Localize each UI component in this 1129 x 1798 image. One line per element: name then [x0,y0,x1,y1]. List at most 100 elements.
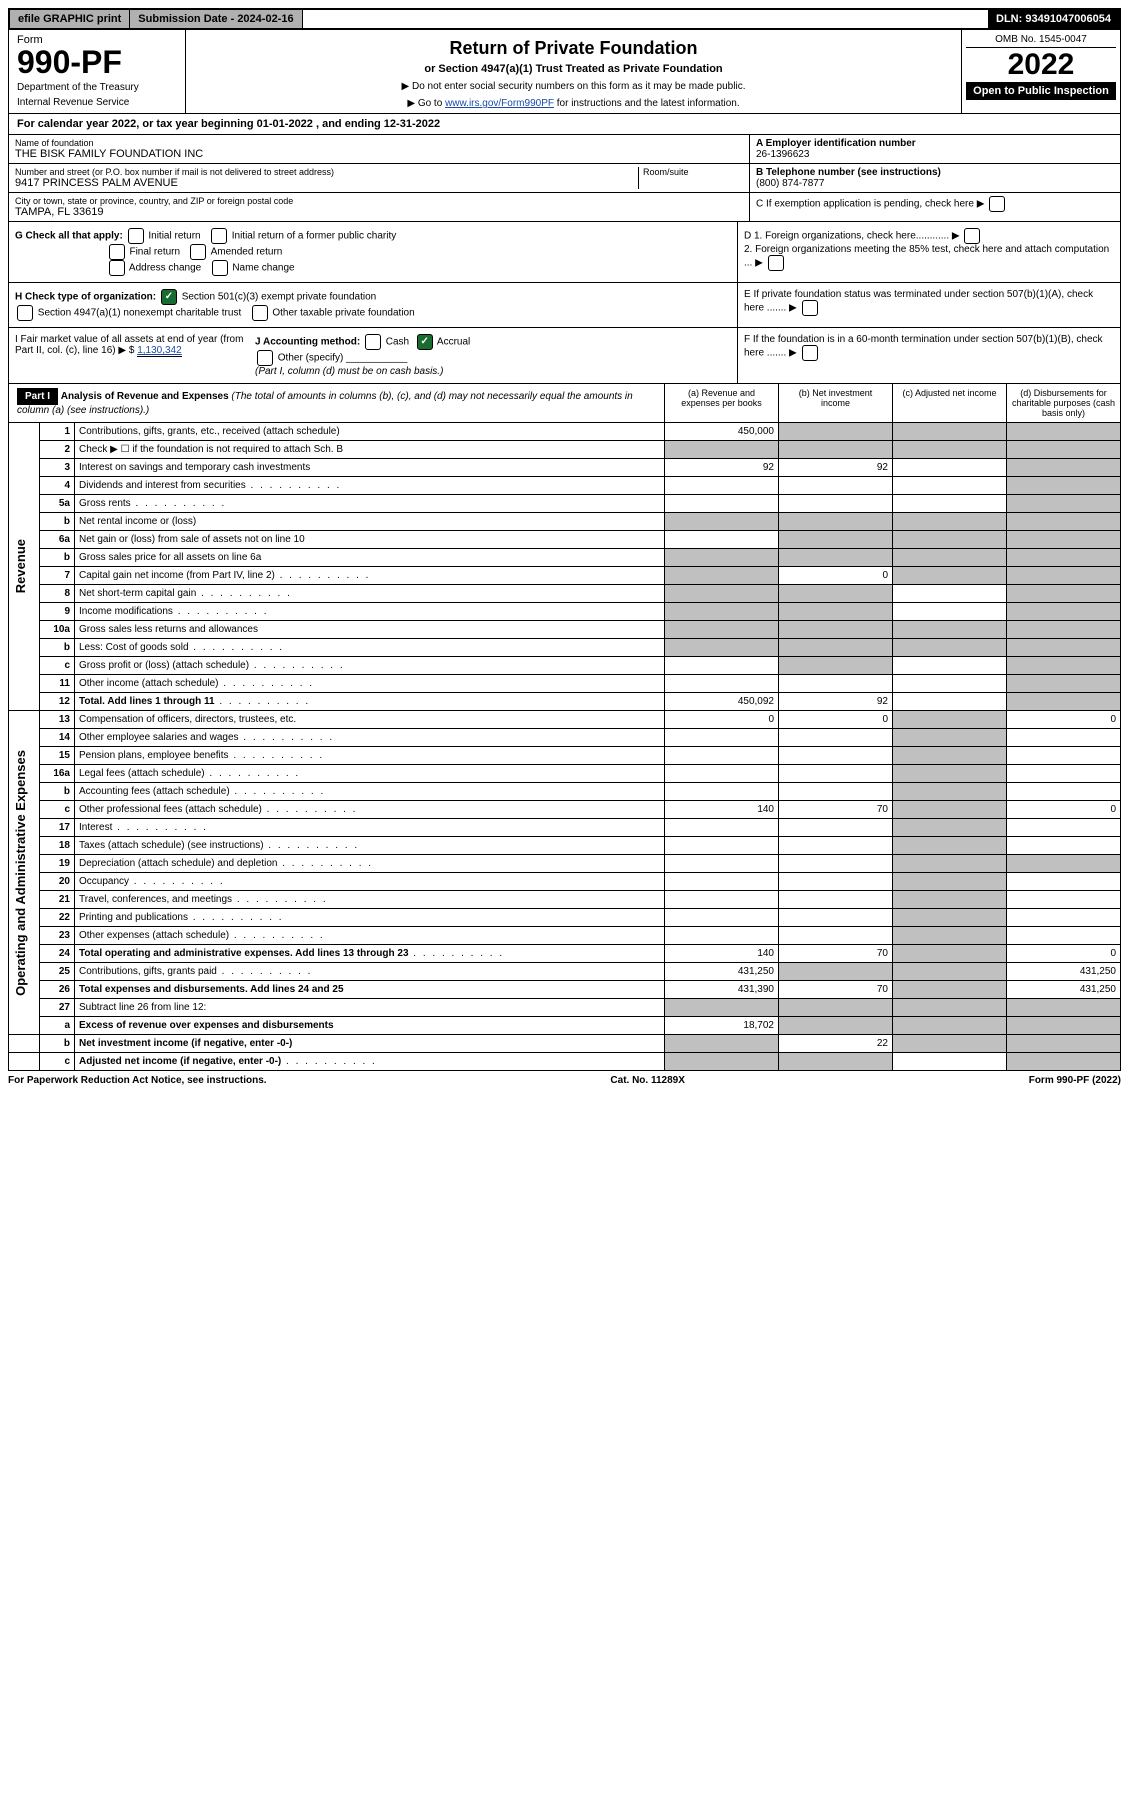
top-bar: efile GRAPHIC print Submission Date - 20… [8,8,1121,30]
irs-link[interactable]: www.irs.gov/Form990PF [445,98,554,109]
j-label: J Accounting method: [255,337,360,348]
col-a-header: (a) Revenue and expenses per books [664,384,778,422]
row-27: Subtract line 26 from line 12: [75,999,665,1017]
form-number: 990-PF [17,46,177,78]
room-label: Room/suite [643,167,743,177]
part1-header: Part I Analysis of Revenue and Expenses … [8,384,1121,423]
paperwork-notice: For Paperwork Reduction Act Notice, see … [8,1075,267,1086]
ein-value: 26-1396623 [756,149,1114,160]
row-14: Other employee salaries and wages [75,729,665,747]
row-15: Pension plans, employee benefits [75,747,665,765]
d2-checkbox[interactable] [768,255,784,271]
row-6b: Gross sales price for all assets on line… [75,549,665,567]
row-23: Other expenses (attach schedule) [75,927,665,945]
g-addrchg-checkbox[interactable] [109,260,125,276]
col-d-header: (d) Disbursements for charitable purpose… [1006,384,1120,422]
open-public: Open to Public Inspection [966,82,1116,100]
row-24: Total operating and administrative expen… [75,945,665,963]
g-amended-checkbox[interactable] [190,244,206,260]
row-10a: Gross sales less returns and allowances [75,621,665,639]
row-18: Taxes (attach schedule) (see instruction… [75,837,665,855]
e-checkbox[interactable] [802,300,818,316]
tax-year: 2022 [966,48,1116,82]
row-17: Interest [75,819,665,837]
h-other-checkbox[interactable] [252,305,268,321]
row-16a: Legal fees (attach schedule) [75,765,665,783]
col-b-header: (b) Net investment income [778,384,892,422]
row-20: Occupancy [75,873,665,891]
fmv-link[interactable]: 1,130,342 [137,345,182,357]
part1-table: Revenue 1Contributions, gifts, grants, e… [8,423,1121,1071]
expenses-label: Operating and Administrative Expenses [13,750,28,996]
part1-title: Analysis of Revenue and Expenses [61,391,229,402]
e-label: E If private foundation status was termi… [744,289,1093,314]
goto-note: ▶ Go to www.irs.gov/Form990PF for instru… [194,98,953,109]
entity-info: Name of foundation THE BISK FAMILY FOUND… [8,135,1121,222]
g-final-checkbox[interactable] [109,244,125,260]
row-9: Income modifications [75,603,665,621]
tel-label: B Telephone number (see instructions) [756,167,1114,178]
row-27b: Net investment income (if negative, ente… [75,1035,665,1053]
form-title: Return of Private Foundation [194,38,953,59]
addr-label: Number and street (or P.O. box number if… [15,167,638,177]
col-c-header: (c) Adjusted net income [892,384,1006,422]
row-26: Total expenses and disbursements. Add li… [75,981,665,999]
g-label: G Check all that apply: [15,231,123,242]
row-5a: Gross rents [75,495,665,513]
row-12: Total. Add lines 1 through 11 [75,693,665,711]
irs-label: Internal Revenue Service [17,97,177,108]
section-i-j-f: I Fair market value of all assets at end… [8,328,1121,384]
row-22: Printing and publications [75,909,665,927]
row-27a: Excess of revenue over expenses and disb… [75,1017,665,1035]
omb-number: OMB No. 1545-0047 [966,34,1116,48]
row-4: Dividends and interest from securities [75,477,665,495]
form-ref: Form 990-PF (2022) [1029,1075,1121,1086]
row-10c: Gross profit or (loss) (attach schedule) [75,657,665,675]
row-3: Interest on savings and temporary cash i… [75,459,665,477]
row-5b: Net rental income or (loss) [75,513,665,531]
section-g-d: G Check all that apply: Initial return I… [8,222,1121,283]
city-label: City or town, state or province, country… [15,196,743,206]
j-note: (Part I, column (d) must be on cash basi… [255,366,443,377]
ein-label: A Employer identification number [756,138,1114,149]
ssn-note: ▶ Do not enter social security numbers o… [194,81,953,92]
row-1: Contributions, gifts, grants, etc., rece… [75,423,665,441]
g-initial-checkbox[interactable] [128,228,144,244]
row-10b: Less: Cost of goods sold [75,639,665,657]
row-13: Compensation of officers, directors, tru… [75,711,665,729]
j-other-checkbox[interactable] [257,350,273,366]
row-2: Check ▶ ☐ if the foundation is not requi… [75,441,665,459]
calendar-year: For calendar year 2022, or tax year begi… [8,114,1121,135]
j-accrual-checkbox[interactable] [417,334,433,350]
form-header: Form 990-PF Department of the Treasury I… [8,30,1121,114]
row-25: Contributions, gifts, grants paid [75,963,665,981]
d2-label: 2. Foreign organizations meeting the 85%… [744,244,1109,269]
h-4947-checkbox[interactable] [17,305,33,321]
row-16c: Other professional fees (attach schedule… [75,801,665,819]
row-19: Depreciation (attach schedule) and deple… [75,855,665,873]
cat-number: Cat. No. 11289X [610,1075,684,1086]
submission-date: Submission Date - 2024-02-16 [130,10,302,28]
f-checkbox[interactable] [802,345,818,361]
c-checkbox[interactable] [989,196,1005,212]
h-501c3-checkbox[interactable] [161,289,177,305]
h-label: H Check type of organization: [15,292,156,303]
page-footer: For Paperwork Reduction Act Notice, see … [8,1071,1121,1090]
d1-checkbox[interactable] [964,228,980,244]
foundation-name: THE BISK FAMILY FOUNDATION INC [15,148,743,160]
row-6a: Net gain or (loss) from sale of assets n… [75,531,665,549]
row-27c: Adjusted net income (if negative, enter … [75,1053,665,1071]
c-label: C If exemption application is pending, c… [756,199,974,210]
g-namechg-checkbox[interactable] [212,260,228,276]
g-former-checkbox[interactable] [211,228,227,244]
form-subtitle: or Section 4947(a)(1) Trust Treated as P… [194,63,953,75]
row-7: Capital gain net income (from Part IV, l… [75,567,665,585]
tel-value: (800) 874-7877 [756,178,1114,189]
row-16b: Accounting fees (attach schedule) [75,783,665,801]
city-state-zip: TAMPA, FL 33619 [15,206,743,218]
f-label: F If the foundation is in a 60-month ter… [744,334,1103,359]
j-cash-checkbox[interactable] [365,334,381,350]
revenue-label: Revenue [13,539,28,593]
dept-treasury: Department of the Treasury [17,82,177,93]
row-21: Travel, conferences, and meetings [75,891,665,909]
